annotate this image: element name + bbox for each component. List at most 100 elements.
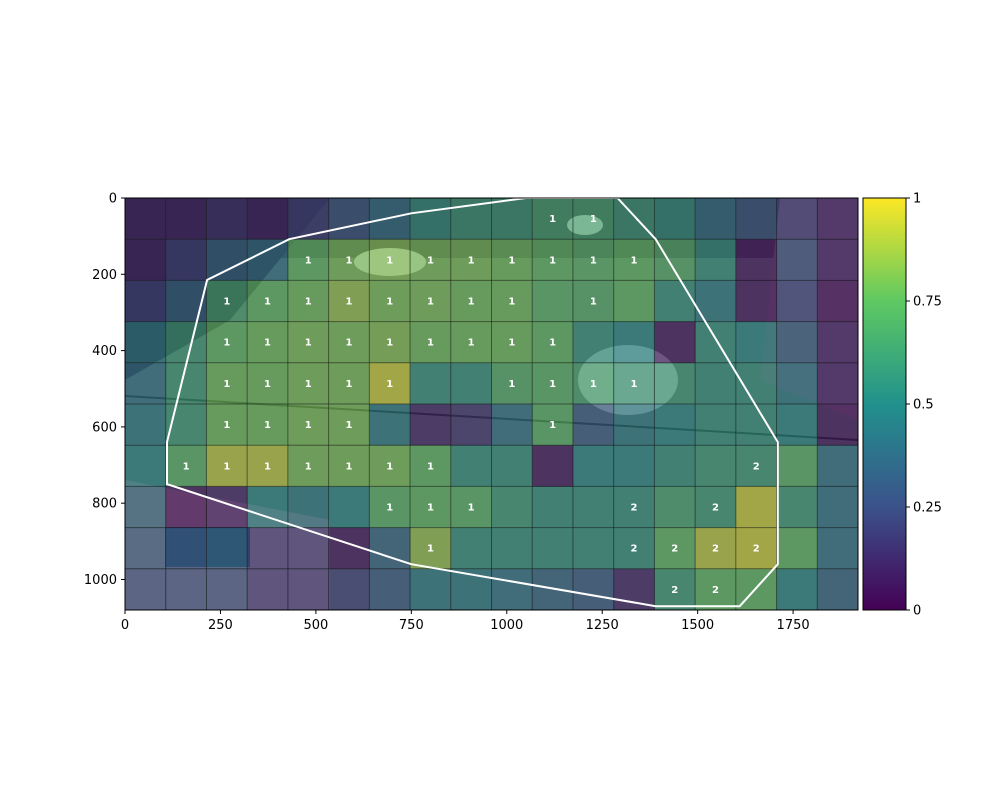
cell-count-label: 1 (345, 420, 352, 431)
heatmap-cell (165, 527, 207, 570)
cell-count-label: 1 (468, 297, 475, 308)
heatmap-cell (328, 198, 370, 240)
heatmap-cell (572, 568, 615, 610)
heatmap-cell (247, 362, 289, 405)
heatmap-cell (450, 321, 493, 364)
heatmap-cell (695, 321, 737, 364)
heatmap-cell (328, 321, 370, 364)
heatmap-cell (613, 198, 655, 240)
heatmap-cell (328, 445, 370, 487)
heatmap-cell (735, 280, 778, 323)
heatmap-cell (247, 239, 289, 281)
cell-count-label: 1 (590, 255, 597, 266)
heatmap-cell (206, 239, 248, 281)
heatmap-cell (532, 527, 574, 570)
cell-count-label: 1 (305, 338, 312, 349)
heatmap-cell (491, 198, 533, 240)
heatmap-cell (613, 239, 655, 281)
heatmap-cell (776, 239, 818, 281)
heatmap-cell (287, 239, 330, 281)
heatmap-cell (817, 486, 858, 529)
heatmap-cell (328, 280, 370, 323)
heatmap-cell (410, 486, 452, 529)
heatmap-cell (165, 239, 207, 281)
heatmap-cell (287, 362, 330, 405)
heatmap-cell (532, 239, 574, 281)
heatmap-cell (735, 198, 778, 240)
heatmap-cell (613, 486, 655, 529)
x-tick-label: 750 (399, 618, 424, 633)
heatmap-cell (287, 321, 330, 364)
heatmap-cell (572, 362, 615, 405)
heatmap-cell (817, 362, 858, 405)
cell-count-label: 2 (712, 585, 719, 596)
heatmap-cell (572, 404, 615, 446)
heatmap-cell (206, 486, 248, 529)
heatmap-cell (450, 445, 493, 487)
heatmap-cell (654, 198, 696, 240)
heatmap-cell (450, 404, 493, 446)
heatmap-cell (735, 486, 778, 529)
heatmap-cell (328, 568, 370, 610)
heatmap-cell (654, 527, 696, 570)
cell-count-label: 1 (223, 297, 230, 308)
heatmap-cell (369, 280, 411, 323)
heatmap-cell (613, 445, 655, 487)
cell-count-label: 1 (183, 461, 190, 472)
heatmap-cell (491, 445, 533, 487)
heatmap-cell (817, 239, 858, 281)
heatmap-cell (532, 280, 574, 323)
heatmap-cell (410, 198, 452, 240)
heatmap-cell (695, 486, 737, 529)
heatmap-cell (206, 568, 248, 610)
heatmap-cell (369, 362, 411, 405)
cell-count-label: 2 (631, 503, 638, 514)
heatmap-cell (165, 404, 207, 446)
heatmap-cell (776, 362, 818, 405)
cell-count-label: 1 (427, 544, 434, 555)
heatmap-cell (450, 568, 493, 610)
heatmap-cell (491, 404, 533, 446)
heatmap-cell (817, 198, 858, 240)
heatmap-cell (613, 527, 655, 570)
cell-count-label: 1 (508, 297, 515, 308)
heatmap-cell (654, 568, 696, 610)
heatmap-cell (613, 321, 655, 364)
plot-frame (124, 197, 859, 611)
heatmap-cell (125, 239, 167, 281)
cell-count-label: 1 (549, 379, 556, 390)
y-tick-label: 200 (92, 268, 117, 283)
cell-count-label: 1 (549, 420, 556, 431)
heatmap-cells (125, 198, 858, 610)
heatmap-cell (206, 321, 248, 364)
heatmap-cell (654, 445, 696, 487)
heatmap-cell (735, 239, 778, 281)
heatmap-cell (247, 321, 289, 364)
cell-count-label: 2 (712, 503, 719, 514)
y-tick-label: 800 (92, 497, 117, 512)
cell-count-label: 1 (631, 255, 638, 266)
heatmap-cell (695, 527, 737, 570)
heatmap-cell (369, 445, 411, 487)
heatmap-cell (817, 527, 858, 570)
cell-count-label: 1 (427, 461, 434, 472)
heatmap-cell (247, 404, 289, 446)
cell-count-label: 1 (264, 379, 271, 390)
heatmap-cell (491, 239, 533, 281)
cell-count-label: 1 (590, 214, 597, 225)
colorbar-tick-label: 0.25 (913, 501, 942, 516)
heatmap-cell (572, 198, 615, 240)
heatmap-cell (654, 321, 696, 364)
heatmap-cell (410, 568, 452, 610)
heatmap-cell (532, 445, 574, 487)
heatmap-cell (654, 486, 696, 529)
cell-count-label: 1 (549, 214, 556, 225)
heatmap-cell (450, 239, 493, 281)
x-tick-label: 0 (121, 618, 129, 633)
heatmap-cell (287, 568, 330, 610)
roi-polygon (166, 198, 779, 608)
heatmap-cell (532, 321, 574, 364)
heatmap-cell (287, 198, 330, 240)
heatmap-cell (654, 280, 696, 323)
heatmap-cell (817, 321, 858, 364)
